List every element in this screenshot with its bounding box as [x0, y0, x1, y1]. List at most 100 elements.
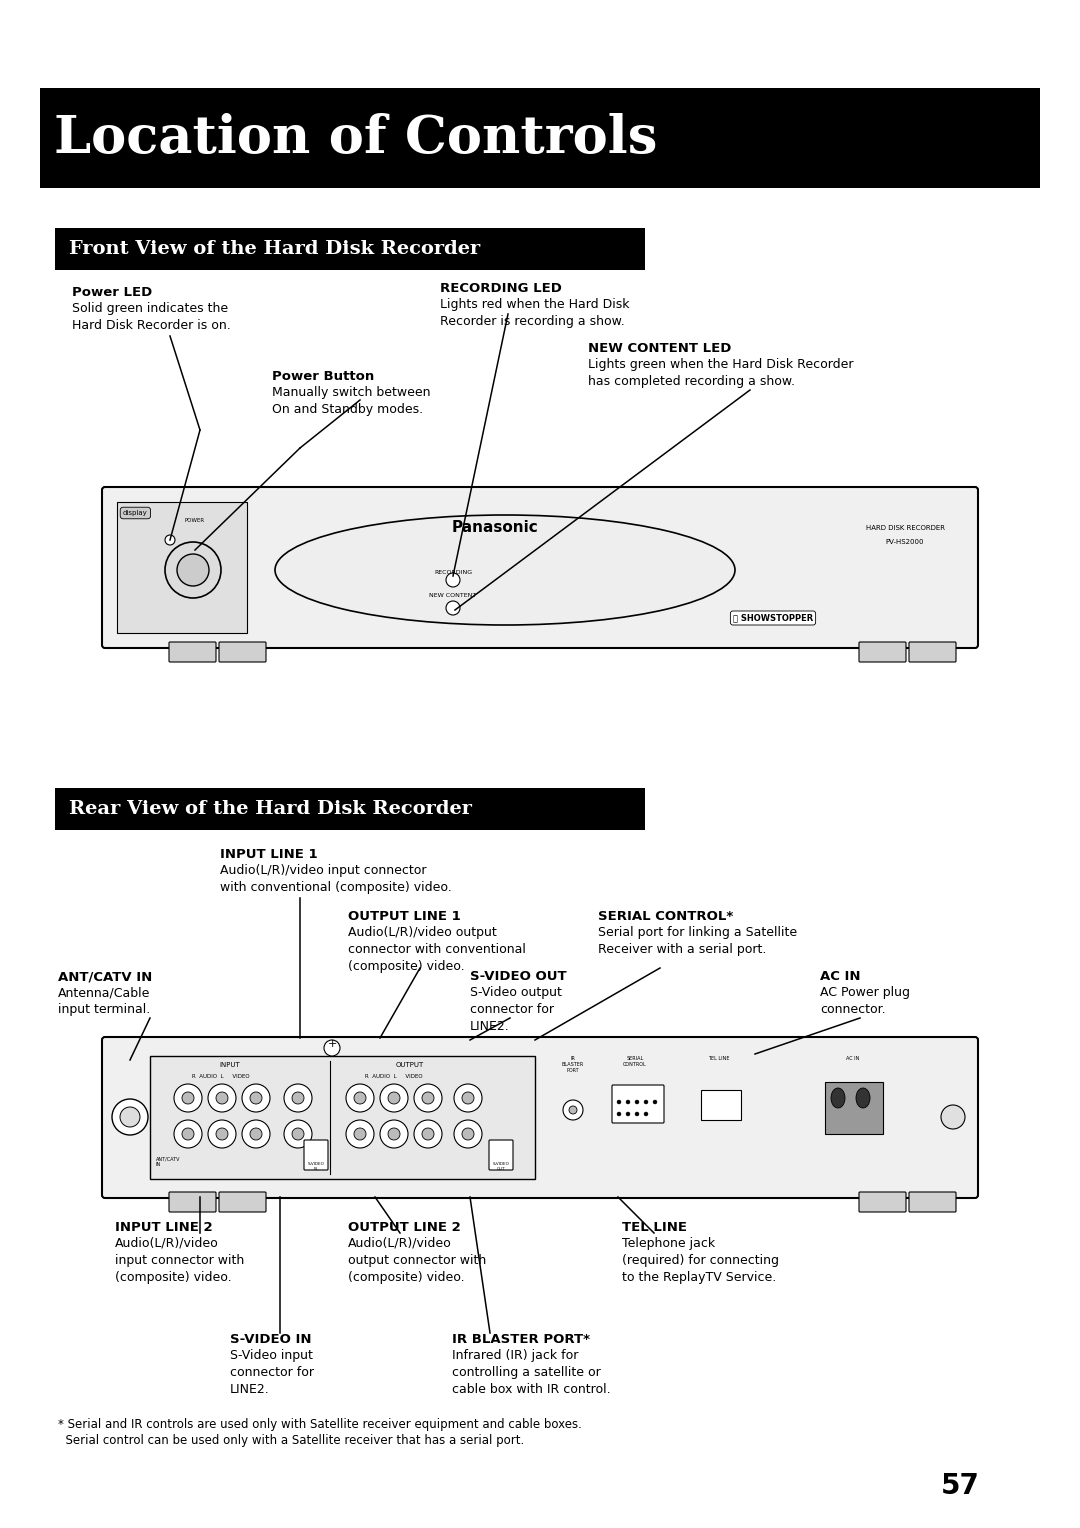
- Text: Telephone jack
(required) for connecting
to the ReplayTV Service.: Telephone jack (required) for connecting…: [622, 1238, 779, 1284]
- Circle shape: [346, 1120, 374, 1148]
- Text: Antenna/Cable
input terminal.: Antenna/Cable input terminal.: [58, 986, 150, 1016]
- Circle shape: [174, 1083, 202, 1112]
- Text: RECORDING: RECORDING: [434, 570, 472, 575]
- Text: Audio(L/R)/video output
connector with conventional
(composite) video.: Audio(L/R)/video output connector with c…: [348, 926, 526, 973]
- Circle shape: [208, 1120, 237, 1148]
- Circle shape: [112, 1099, 148, 1135]
- Text: Serial port for linking a Satellite
Receiver with a serial port.: Serial port for linking a Satellite Rece…: [598, 926, 797, 957]
- Circle shape: [324, 1041, 340, 1056]
- Circle shape: [354, 1128, 366, 1140]
- Circle shape: [114, 1105, 139, 1129]
- Text: SERIAL
CONTROL: SERIAL CONTROL: [623, 1056, 647, 1067]
- Text: S-VIDEO
OUT: S-VIDEO OUT: [492, 1163, 510, 1170]
- Circle shape: [462, 1128, 474, 1140]
- Text: Audio(L/R)/video input connector
with conventional (composite) video.: Audio(L/R)/video input connector with co…: [220, 863, 451, 894]
- Text: Rear View of the Hard Disk Recorder: Rear View of the Hard Disk Recorder: [69, 801, 472, 817]
- Circle shape: [165, 542, 221, 597]
- Text: RECORDING LED: RECORDING LED: [440, 283, 562, 295]
- Text: OUTPUT LINE 1: OUTPUT LINE 1: [348, 911, 461, 923]
- Circle shape: [635, 1112, 639, 1115]
- Circle shape: [462, 1093, 474, 1105]
- Circle shape: [422, 1128, 434, 1140]
- FancyBboxPatch shape: [102, 1038, 978, 1198]
- FancyBboxPatch shape: [909, 642, 956, 662]
- Bar: [55, 788, 645, 830]
- Text: Audio(L/R)/video
input connector with
(composite) video.: Audio(L/R)/video input connector with (c…: [114, 1238, 244, 1284]
- Text: HARD DISK RECORDER: HARD DISK RECORDER: [865, 526, 945, 532]
- Text: R  AUDIO  L     VIDEO: R AUDIO L VIDEO: [365, 1074, 422, 1079]
- Text: S-Video output
connector for
LINE2.: S-Video output connector for LINE2.: [470, 986, 562, 1033]
- Circle shape: [626, 1112, 630, 1115]
- Bar: [150, 1056, 535, 1180]
- Circle shape: [446, 573, 460, 587]
- Text: AC IN: AC IN: [820, 970, 861, 983]
- Circle shape: [414, 1120, 442, 1148]
- Text: TEL LINE: TEL LINE: [622, 1221, 687, 1235]
- Circle shape: [174, 1120, 202, 1148]
- Text: IR BLASTER PORT*: IR BLASTER PORT*: [453, 1332, 590, 1346]
- Circle shape: [454, 1083, 482, 1112]
- FancyBboxPatch shape: [219, 642, 266, 662]
- Circle shape: [284, 1083, 312, 1112]
- Text: Serial control can be used only with a Satellite receiver that has a serial port: Serial control can be used only with a S…: [58, 1433, 524, 1447]
- Text: Manually switch between
On and Standby modes.: Manually switch between On and Standby m…: [272, 387, 431, 416]
- Circle shape: [617, 1100, 621, 1105]
- Text: NEW CONTENT: NEW CONTENT: [430, 593, 476, 597]
- Circle shape: [216, 1093, 228, 1105]
- Text: ANT/CATV IN: ANT/CATV IN: [58, 970, 152, 983]
- Circle shape: [165, 535, 175, 545]
- Text: S-Video input
connector for
LINE2.: S-Video input connector for LINE2.: [230, 1349, 314, 1397]
- Circle shape: [563, 1100, 583, 1120]
- Text: AC IN: AC IN: [847, 1056, 860, 1060]
- Text: INPUT: INPUT: [219, 1062, 241, 1068]
- Text: display: display: [123, 510, 148, 516]
- Ellipse shape: [856, 1088, 870, 1108]
- Bar: [55, 228, 645, 270]
- Bar: [117, 503, 247, 633]
- Ellipse shape: [275, 515, 735, 625]
- Circle shape: [249, 1093, 262, 1105]
- Circle shape: [635, 1100, 639, 1105]
- Text: * Serial and IR controls are used only with Satellite receiver equipment and cab: * Serial and IR controls are used only w…: [58, 1418, 582, 1432]
- Text: Front View of the Hard Disk Recorder: Front View of the Hard Disk Recorder: [69, 240, 481, 258]
- Text: Location of Controls: Location of Controls: [54, 113, 658, 163]
- Text: ANT/CATV
IN: ANT/CATV IN: [156, 1157, 180, 1167]
- Circle shape: [249, 1128, 262, 1140]
- Text: INPUT LINE 1: INPUT LINE 1: [220, 848, 318, 860]
- Circle shape: [354, 1093, 366, 1105]
- FancyBboxPatch shape: [701, 1089, 741, 1120]
- Text: ⓢ SHOWSTOPPER: ⓢ SHOWSTOPPER: [733, 614, 813, 622]
- Text: Panasonic: Panasonic: [451, 521, 538, 535]
- FancyBboxPatch shape: [303, 1140, 328, 1170]
- Circle shape: [446, 601, 460, 614]
- Text: Power LED: Power LED: [72, 286, 152, 299]
- Circle shape: [284, 1120, 312, 1148]
- Text: Audio(L/R)/video
output connector with
(composite) video.: Audio(L/R)/video output connector with (…: [348, 1238, 486, 1284]
- FancyBboxPatch shape: [168, 642, 216, 662]
- FancyBboxPatch shape: [219, 1192, 266, 1212]
- Text: Lights green when the Hard Disk Recorder
has completed recording a show.: Lights green when the Hard Disk Recorder…: [588, 358, 853, 388]
- Text: POWER: POWER: [185, 518, 205, 523]
- Text: Power Button: Power Button: [272, 370, 375, 384]
- Circle shape: [569, 1106, 577, 1114]
- Text: S-VIDEO OUT: S-VIDEO OUT: [470, 970, 567, 983]
- Text: +: +: [327, 1039, 337, 1050]
- Text: OUTPUT: OUTPUT: [396, 1062, 424, 1068]
- Circle shape: [242, 1083, 270, 1112]
- Text: IR
BLASTER
PORT: IR BLASTER PORT: [562, 1056, 584, 1073]
- Text: OUTPUT LINE 2: OUTPUT LINE 2: [348, 1221, 461, 1235]
- Text: NEW CONTENT LED: NEW CONTENT LED: [588, 342, 731, 354]
- Circle shape: [177, 555, 210, 587]
- FancyBboxPatch shape: [489, 1140, 513, 1170]
- FancyBboxPatch shape: [859, 1192, 906, 1212]
- Circle shape: [183, 1128, 194, 1140]
- FancyBboxPatch shape: [612, 1085, 664, 1123]
- Circle shape: [617, 1112, 621, 1115]
- Circle shape: [644, 1100, 648, 1105]
- Circle shape: [292, 1093, 303, 1105]
- Bar: [825, 1082, 883, 1134]
- Circle shape: [380, 1083, 408, 1112]
- Text: Solid green indicates the
Hard Disk Recorder is on.: Solid green indicates the Hard Disk Reco…: [72, 303, 231, 332]
- Text: Lights red when the Hard Disk
Recorder is recording a show.: Lights red when the Hard Disk Recorder i…: [440, 298, 630, 329]
- Circle shape: [653, 1100, 657, 1105]
